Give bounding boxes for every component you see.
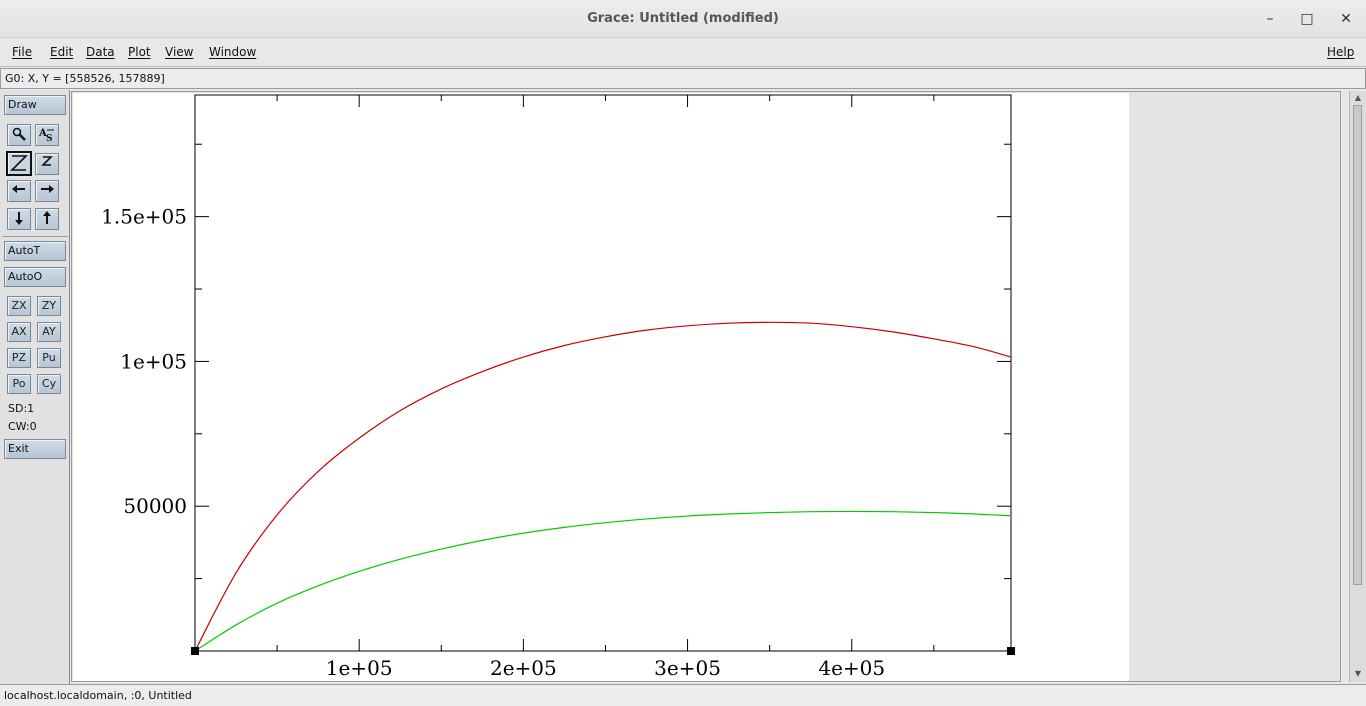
y-tick-label: 1.5e+05 <box>101 205 187 229</box>
y-tick-label: 1e+05 <box>120 349 187 373</box>
location-bar: G0: X, Y = [558526, 157889] <box>0 68 1366 89</box>
location-readout: G0: X, Y = [558526, 157889] <box>5 72 165 85</box>
menu-view[interactable]: View <box>165 45 194 59</box>
y-tick-label: 50000 <box>123 494 187 518</box>
exit-button[interactable]: Exit <box>4 439 66 459</box>
graph-g0[interactable]: 1e+05 2e+05 3e+05 4e+05 50000 1e+05 1.5e+05 <box>73 93 1129 681</box>
window-title: Grace: Untitled (modified) <box>587 11 779 26</box>
series-line-0 <box>194 321 1012 652</box>
autot-button[interactable]: AutoT <box>4 241 66 261</box>
vertical-scrollbar[interactable]: ▲ ▼ <box>1349 91 1366 682</box>
status-text: localhost.localdomain, :0, Untitled <box>4 689 192 702</box>
graph-handle-1 <box>1007 647 1015 655</box>
toolbar-divider <box>2 236 68 237</box>
minimize-button[interactable]: – <box>1266 11 1274 27</box>
x-tick-label: 4e+05 <box>818 656 885 680</box>
graph-handle-0 <box>191 647 199 655</box>
autoo-button[interactable]: AutoO <box>4 267 66 287</box>
pz-button[interactable]: PZ <box>7 348 31 368</box>
ax-button[interactable]: AX <box>7 322 31 342</box>
maximize-button[interactable]: □ <box>1300 11 1314 27</box>
svg-text:A: A <box>38 128 47 139</box>
status-bar: localhost.localdomain, :0, Untitled <box>0 684 1366 706</box>
x-tick-label: 3e+05 <box>654 656 721 680</box>
zx-button[interactable]: ZX <box>7 296 31 316</box>
menu-file[interactable]: File <box>12 45 33 59</box>
plot-canvas[interactable]: 1e+05 2e+05 3e+05 4e+05 50000 1e+05 1.5e+05 <box>73 93 1129 681</box>
current-world-status: CW:0 <box>8 420 37 433</box>
menu-data[interactable]: Data <box>86 45 115 59</box>
arrow-down-icon[interactable] <box>7 208 31 230</box>
pu-button[interactable]: Pu <box>37 348 61 368</box>
close-button[interactable]: ✕ <box>1340 11 1352 27</box>
po-button[interactable]: Po <box>7 374 31 394</box>
drawing-area[interactable]: 1e+05 2e+05 3e+05 4e+05 50000 1e+05 1.5e+05 <box>71 91 1341 682</box>
draw-button[interactable]: Draw <box>4 95 66 115</box>
cy-button[interactable]: Cy <box>37 374 61 394</box>
ay-button[interactable]: AY <box>37 322 61 342</box>
series-line-1 <box>194 510 1012 652</box>
menu-edit[interactable]: Edit <box>50 45 74 59</box>
menu-plot[interactable]: Plot <box>128 45 151 59</box>
arrow-up-icon[interactable] <box>35 208 59 230</box>
zoom-icon[interactable] <box>7 124 31 146</box>
zy-button[interactable]: ZY <box>37 296 61 316</box>
arrow-right-icon[interactable] <box>35 180 59 202</box>
window-titlebar: Grace: Untitled (modified) – □ ✕ <box>0 0 1366 38</box>
menubar: File Edit Data Plot View Window Help <box>0 38 1366 67</box>
menu-window[interactable]: Window <box>209 45 257 59</box>
arrow-left-icon[interactable] <box>7 180 31 202</box>
x-tick-label: 1e+05 <box>326 656 393 680</box>
x-tick-label: 2e+05 <box>490 656 557 680</box>
plot-frame <box>194 94 1012 652</box>
zoom-z-icon[interactable] <box>6 151 32 176</box>
zoom-out-z-icon[interactable] <box>35 153 59 175</box>
menu-help[interactable]: Help <box>1327 45 1355 59</box>
set-display-status: SD:1 <box>8 402 35 415</box>
scroll-down-arrow[interactable]: ▼ <box>1354 669 1362 678</box>
scroll-thumb[interactable] <box>1353 105 1362 585</box>
scroll-up-arrow[interactable]: ▲ <box>1354 93 1362 102</box>
svg-text:S: S <box>46 134 53 143</box>
